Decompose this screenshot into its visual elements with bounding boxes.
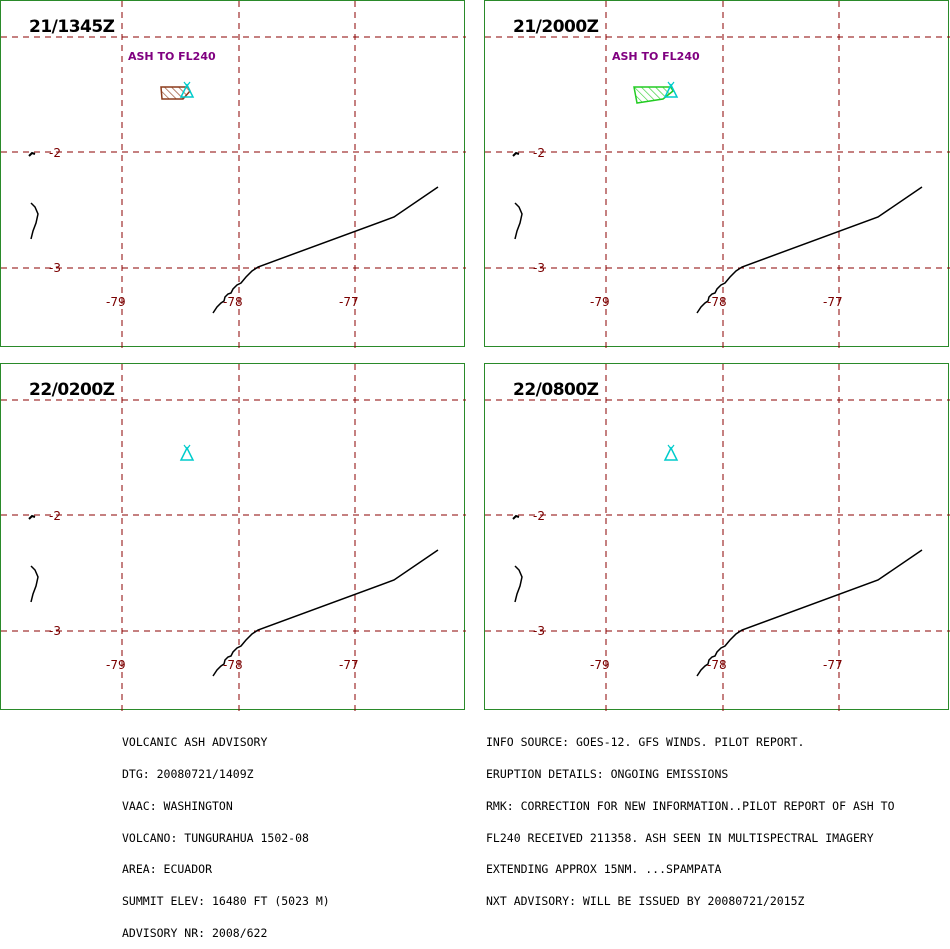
map-canvas: [485, 1, 950, 348]
border-line: [696, 186, 923, 314]
map-panel: 21/1345Z ASH TO FL240 -2 -3 -79 -78 -77: [0, 0, 466, 348]
latitude-label: -3: [533, 624, 545, 638]
map-canvas: [1, 1, 466, 348]
advisory-line: ADVISORY NR: 2008/622: [122, 925, 268, 940]
volcano-plume-mark: [183, 444, 191, 450]
latitude-label: -2: [49, 509, 61, 523]
volcano-plume-mark: [183, 81, 191, 87]
advisory-line: INFO SOURCE: GOES-12. GFS WINDS. PILOT R…: [486, 735, 805, 750]
longitude-label: -78: [707, 658, 727, 672]
advisory-line: VOLCANIC ASH ADVISORY: [122, 735, 268, 750]
advisory-left-block: VOLCANIC ASH ADVISORY DTG: 20080721/1409…: [122, 716, 330, 949]
coast-fragment: [28, 514, 36, 520]
ash-cloud-polygon: [633, 86, 674, 104]
longitude-label: -77: [339, 658, 359, 672]
volcano-icon: [663, 446, 679, 461]
map-canvas: [485, 364, 950, 711]
map-panel: 22/0800Z -2 -3 -79 -78 -77: [484, 363, 950, 711]
panel-timestamp: 21/1345Z: [29, 17, 115, 37]
longitude-label: -77: [823, 658, 843, 672]
coast-fragment: [512, 151, 520, 157]
panel-timestamp: 22/0800Z: [513, 380, 599, 400]
latitude-label: -3: [533, 261, 545, 275]
longitude-label: -77: [339, 295, 359, 309]
coast-fragment: [28, 151, 36, 157]
longitude-label: -78: [223, 295, 243, 309]
advisory-line: NXT ADVISORY: WILL BE ISSUED BY 20080721…: [486, 894, 805, 909]
latitude-label: -2: [533, 509, 545, 523]
longitude-label: -79: [106, 295, 126, 309]
border-line: [212, 549, 439, 677]
advisory-line: DTG: 20080721/1409Z: [122, 766, 254, 781]
map-panel: 22/0200Z -2 -3 -79 -78 -77: [0, 363, 466, 711]
coast-fragment: [30, 202, 39, 240]
advisory-line: EXTENDING APPROX 15NM. ...SPAMPATA: [486, 862, 722, 877]
panel-timestamp: 21/2000Z: [513, 17, 599, 37]
ash-cloud-polygon: [160, 86, 191, 100]
coast-fragment: [514, 565, 523, 603]
border-line: [212, 186, 439, 314]
coast-fragment: [512, 514, 520, 520]
longitude-label: -79: [590, 658, 610, 672]
volcano-plume-mark: [667, 81, 675, 87]
longitude-label: -78: [707, 295, 727, 309]
coast-fragment: [514, 202, 523, 240]
advisory-right-block: INFO SOURCE: GOES-12. GFS WINDS. PILOT R…: [486, 716, 895, 917]
advisory-line: FL240 RECEIVED 211358. ASH SEEN IN MULTI…: [486, 830, 874, 845]
ash-height-label: ASH TO FL240: [128, 50, 216, 63]
map-panel: 21/2000Z ASH TO FL240 -2 -3 -79 -78 -77: [484, 0, 950, 348]
longitude-label: -78: [223, 658, 243, 672]
ash-height-label: ASH TO FL240: [612, 50, 700, 63]
longitude-label: -79: [590, 295, 610, 309]
advisory-line: ERUPTION DETAILS: ONGOING EMISSIONS: [486, 766, 729, 781]
advisory-line: VOLCANO: TUNGURAHUA 1502-08: [122, 830, 309, 845]
longitude-label: -79: [106, 658, 126, 672]
volcano-icon: [179, 83, 195, 98]
latitude-label: -2: [49, 146, 61, 160]
advisory-line: VAAC: WASHINGTON: [122, 798, 233, 813]
panel-timestamp: 22/0200Z: [29, 380, 115, 400]
latitude-label: -2: [533, 146, 545, 160]
volcano-icon: [663, 83, 679, 98]
longitude-label: -77: [823, 295, 843, 309]
advisory-line: RMK: CORRECTION FOR NEW INFORMATION..PIL…: [486, 798, 895, 813]
advisory-line: AREA: ECUADOR: [122, 862, 213, 877]
advisory-line: SUMMIT ELEV: 16480 FT (5023 M): [122, 894, 330, 909]
latitude-label: -3: [49, 624, 61, 638]
volcano-plume-mark: [667, 444, 675, 450]
coast-fragment: [30, 565, 39, 603]
volcano-icon: [179, 446, 195, 461]
latitude-label: -3: [49, 261, 61, 275]
border-line: [696, 549, 923, 677]
map-canvas: [1, 364, 466, 711]
